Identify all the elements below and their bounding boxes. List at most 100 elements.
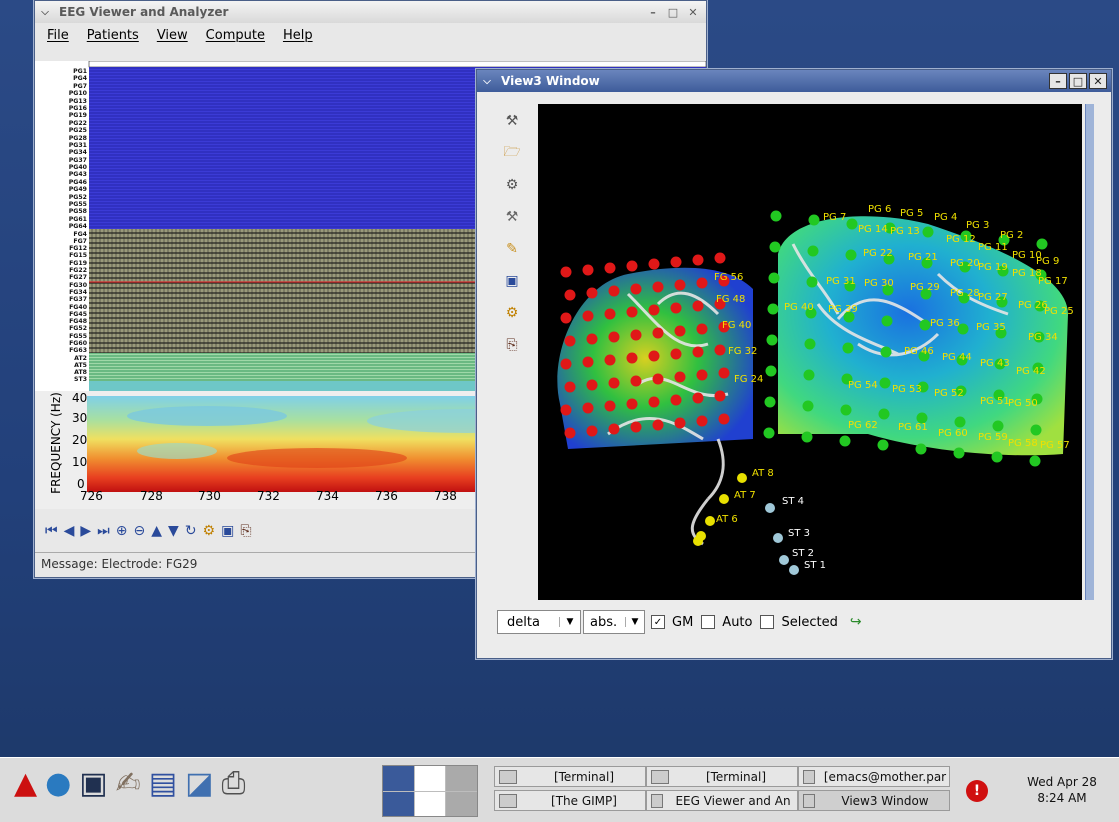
compute-icon[interactable]: ⚙ [202,523,216,539]
fg-electrode[interactable] [674,417,686,429]
fg-electrode[interactable] [648,350,660,362]
eeg-titlebar[interactable]: ⌵ EEG Viewer and Analyzer – □ ✕ [35,1,706,23]
fg-electrode[interactable] [674,325,686,337]
pg-electrode[interactable] [768,272,780,284]
pg-electrode[interactable] [881,315,893,327]
fg-electrode[interactable] [582,264,594,276]
pg-electrode[interactable] [1031,393,1043,405]
export-icon[interactable]: ⎘ [240,523,252,539]
fg-electrode[interactable] [718,321,730,333]
mode-select[interactable]: abs. ▼ [583,610,645,634]
fg-electrode[interactable] [670,348,682,360]
maximize-icon[interactable]: □ [667,5,679,19]
pg-electrode[interactable] [921,257,933,269]
fg-electrode[interactable] [564,289,576,301]
fg-electrode[interactable] [582,402,594,414]
pg-electrode[interactable] [1033,331,1045,343]
minimize-icon[interactable]: – [650,5,656,19]
pg-electrode[interactable] [843,311,855,323]
fg-electrode[interactable] [586,333,598,345]
fg-electrode[interactable] [714,252,726,264]
fg-electrode[interactable] [560,266,572,278]
task-button-terminal-2[interactable]: [Terminal] [646,766,798,787]
task-button-view3[interactable]: View3 Window [798,790,950,811]
fg-electrode[interactable] [604,262,616,274]
terminal-icon[interactable]: ▣ [79,766,108,801]
fg-electrode[interactable] [652,327,664,339]
apply-icon[interactable]: ↪ [849,614,862,630]
fg-electrode[interactable] [696,277,708,289]
fg-electrode[interactable] [586,379,598,391]
redhat-menu-icon[interactable]: ▲ [14,766,38,801]
pg-electrode[interactable] [841,373,853,385]
fg-electrode[interactable] [608,285,620,297]
fg-electrode[interactable] [586,425,598,437]
fg-electrode[interactable] [564,381,576,393]
pg-electrode[interactable] [1036,238,1048,250]
fg-electrode[interactable] [714,344,726,356]
pg-electrode[interactable] [802,400,814,412]
scroll-up-icon[interactable]: ▲ [151,523,163,539]
pg-electrode[interactable] [882,284,894,296]
compute-icon[interactable]: ⚙ [505,305,519,321]
menu-file[interactable]: File [47,27,69,43]
pg-electrode[interactable] [877,439,889,451]
at-electrode[interactable] [705,516,715,526]
fg-electrode[interactable] [626,398,638,410]
paint-brush-icon[interactable]: ✎ [506,241,518,257]
pg-electrode[interactable] [1032,362,1044,374]
previous-icon[interactable]: ◀ [63,523,75,539]
pg-electrode[interactable] [957,323,969,335]
pg-electrode[interactable] [955,385,967,397]
st-electrode[interactable] [765,503,775,513]
auto-checkbox[interactable] [701,615,716,629]
pg-electrode[interactable] [767,303,779,315]
fg-electrode[interactable] [626,306,638,318]
pg-electrode[interactable] [919,319,931,331]
pg-electrode[interactable] [764,396,776,408]
first-page-icon[interactable]: ⏮ [45,523,58,539]
pg-electrodes[interactable] [763,210,1048,467]
at-electrode[interactable] [737,473,747,483]
clock[interactable]: Wed Apr 28 8:24 AM [1010,774,1114,806]
fg-electrode[interactable] [604,354,616,366]
fg-electrode[interactable] [714,390,726,402]
settings-icon[interactable]: ⚙ [505,177,519,193]
fg-electrode[interactable] [608,377,620,389]
pg-electrode[interactable] [803,369,815,381]
pg-electrode[interactable] [879,377,891,389]
task-button-terminal-1[interactable]: [Terminal] [494,766,646,787]
fg-electrode[interactable] [586,287,598,299]
save-icon[interactable]: ▣ [221,523,235,539]
fg-electrode[interactable] [604,308,616,320]
fg-electrode[interactable] [604,400,616,412]
web-browser-icon[interactable]: ● [45,766,72,801]
folder-open-icon[interactable]: 🗁 [503,144,521,160]
fg-electrode[interactable] [564,427,576,439]
pg-electrode[interactable] [1029,455,1041,467]
printer-icon[interactable]: ⎙ [221,766,246,801]
fg-electrode[interactable] [648,396,660,408]
pg-electrode[interactable] [840,404,852,416]
pg-electrode[interactable] [954,416,966,428]
pg-electrode[interactable] [878,408,890,420]
pg-electrode[interactable] [884,222,896,234]
pg-electrode[interactable] [991,451,1003,463]
fg-electrode[interactable] [582,310,594,322]
pg-electrode[interactable] [956,354,968,366]
pg-electrode[interactable] [770,210,782,222]
pg-electrode[interactable] [805,307,817,319]
export-icon[interactable]: ⎘ [506,337,518,353]
fg-electrode[interactable] [674,279,686,291]
band-select[interactable]: delta ▼ [497,610,581,634]
spreadsheet-icon[interactable]: ◪ [185,766,214,801]
fg-electrode[interactable] [692,254,704,266]
pg-electrode[interactable] [995,327,1007,339]
workspace-switcher[interactable] [382,765,478,817]
fg-electrode[interactable] [652,373,664,385]
fg-electrode[interactable] [718,367,730,379]
pg-electrode[interactable] [960,230,972,242]
maximize-icon[interactable]: □ [1069,73,1087,89]
fg-electrode[interactable] [630,421,642,433]
fg-electrode[interactable] [626,352,638,364]
